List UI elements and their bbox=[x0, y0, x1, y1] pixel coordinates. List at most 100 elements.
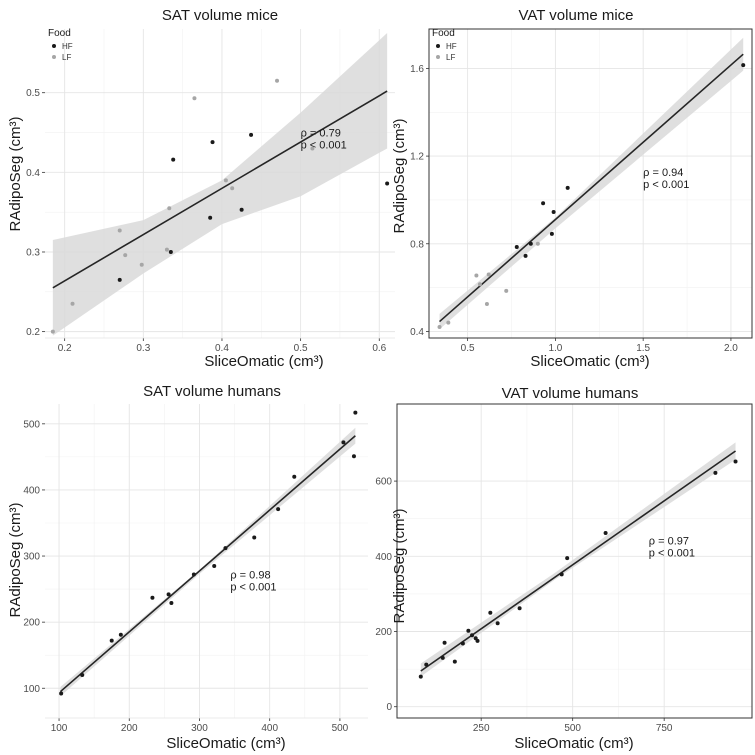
rho-annotation: ρ = 0.94 bbox=[643, 167, 683, 179]
point-lf bbox=[275, 78, 280, 83]
point-hf bbox=[212, 563, 217, 568]
point-hf bbox=[168, 249, 173, 254]
point-hf bbox=[442, 640, 447, 645]
legend-title: Food bbox=[432, 28, 455, 39]
x-tick-label: 0.5 bbox=[294, 343, 308, 354]
point-hf bbox=[440, 655, 445, 660]
p-annotation: p < 0.001 bbox=[230, 582, 276, 594]
point-hf bbox=[528, 241, 533, 246]
point-hf bbox=[514, 245, 519, 250]
point-lf bbox=[230, 186, 235, 191]
rho-annotation: ρ = 0.97 bbox=[649, 535, 689, 547]
y-tick-label: 400 bbox=[375, 552, 392, 563]
y-tick-label: 100 bbox=[23, 684, 40, 695]
y-tick-label: 200 bbox=[375, 627, 392, 638]
p-annotation: p < 0.001 bbox=[649, 547, 695, 559]
point-hf bbox=[208, 215, 213, 220]
x-tick-label: 750 bbox=[656, 723, 673, 734]
x-tick-label: 2.0 bbox=[724, 343, 738, 354]
point-hf bbox=[276, 507, 281, 512]
point-hf bbox=[475, 638, 480, 643]
point-hf bbox=[713, 470, 718, 475]
point-lf bbox=[164, 247, 169, 252]
rho-annotation: ρ = 0.79 bbox=[301, 128, 341, 140]
point-lf bbox=[123, 253, 128, 258]
x-axis-title: SliceOmatic (cm³) bbox=[530, 353, 649, 370]
point-hf bbox=[150, 595, 155, 600]
panel-sat-mice: SAT volume mice 0.2 0.3 0.4 0.5 0.6 0.2 0.3 0.4… bbox=[7, 7, 395, 370]
point-lf bbox=[477, 282, 482, 287]
plot-area: 0.2 0.3 0.4 0.5 0.6 0.2 0.3 0.4 0.5 ρ = 0.79p < 0… bbox=[26, 29, 395, 354]
x-tick-label: 500 bbox=[564, 723, 581, 734]
y-tick-label: 600 bbox=[375, 477, 392, 488]
x-tick-label: 1.0 bbox=[548, 343, 562, 354]
y-tick-label: 0.2 bbox=[26, 327, 40, 338]
x-tick-label: 0.6 bbox=[372, 343, 386, 354]
point-hf bbox=[80, 673, 85, 678]
x-tick-label: 0.5 bbox=[461, 343, 475, 354]
point-hf bbox=[733, 459, 738, 464]
x-tick-label: 1.5 bbox=[636, 343, 650, 354]
y-tick-label: 0.8 bbox=[410, 239, 424, 250]
x-tick-label: 500 bbox=[332, 723, 349, 734]
point-hf bbox=[223, 546, 228, 551]
panel-title: VAT volume humans bbox=[502, 385, 639, 402]
y-axis-title: RAdipoSeg (cm³) bbox=[391, 118, 408, 233]
confidence-band bbox=[420, 442, 736, 677]
y-tick-label: 500 bbox=[23, 419, 40, 430]
point-hf bbox=[470, 633, 475, 638]
y-tick-label: 0.4 bbox=[26, 168, 40, 179]
y-tick-label: 400 bbox=[23, 485, 40, 496]
point-hf bbox=[466, 628, 471, 633]
point-hf bbox=[460, 641, 465, 646]
panel-title: VAT volume mice bbox=[518, 7, 633, 24]
point-hf bbox=[541, 201, 546, 206]
y-axis-title: RAdipoSeg (cm³) bbox=[7, 116, 24, 231]
p-annotation: p < 0.001 bbox=[301, 140, 347, 152]
point-lf bbox=[70, 301, 75, 306]
point-hf bbox=[117, 277, 122, 282]
confidence-band bbox=[439, 37, 744, 330]
point-lf bbox=[484, 302, 489, 307]
point-lf bbox=[50, 329, 55, 334]
y-axis-title: RAdipoSeg (cm³) bbox=[7, 502, 24, 617]
regression-line bbox=[420, 450, 736, 672]
y-tick-label: 200 bbox=[23, 618, 40, 629]
point-lf bbox=[223, 178, 228, 183]
plot-area: 250 500 750 0 200 400 600 ρ = 0.97p < 0.001 bbox=[375, 403, 753, 734]
point-hf bbox=[341, 440, 346, 445]
confidence-band bbox=[60, 427, 356, 697]
confidence-band bbox=[52, 32, 388, 336]
y-tick-label: 1.6 bbox=[410, 64, 424, 75]
point-hf bbox=[118, 632, 123, 637]
y-tick-label: 1.2 bbox=[410, 152, 424, 163]
p-annotation: p < 0.001 bbox=[643, 179, 689, 191]
legend-lf-swatch bbox=[52, 55, 56, 59]
panel-vat-mice: VAT volume mice 0.5 1.0 1.5 2.0 0.4 0.8 1.2 1.6… bbox=[391, 7, 753, 370]
x-tick-label: 200 bbox=[121, 723, 138, 734]
y-tick-label: 0.3 bbox=[26, 247, 40, 258]
point-lf bbox=[504, 288, 509, 293]
point-hf bbox=[495, 621, 500, 626]
legend-hf-swatch bbox=[52, 44, 56, 48]
panel-frame bbox=[396, 403, 753, 719]
legend-hf-label: HF bbox=[446, 42, 457, 51]
point-hf bbox=[741, 63, 746, 68]
point-hf bbox=[523, 253, 528, 258]
plot-area: 0.5 1.0 1.5 2.0 0.4 0.8 1.2 1.6 ρ = 0.94p < 0.00… bbox=[410, 28, 753, 354]
point-hf bbox=[488, 610, 493, 615]
point-hf bbox=[565, 185, 570, 190]
point-hf bbox=[418, 674, 423, 679]
point-hf bbox=[292, 474, 297, 479]
legend-lf-swatch bbox=[436, 55, 440, 59]
point-hf bbox=[59, 691, 64, 696]
x-axis-title: SliceOmatic (cm³) bbox=[514, 735, 633, 752]
regression-line bbox=[59, 435, 356, 693]
point-hf bbox=[353, 410, 358, 415]
panel-sat-humans: SAT volume humans 100 200 300 400 500 100 200 3… bbox=[7, 383, 368, 752]
legend-hf-label: HF bbox=[62, 42, 73, 51]
point-hf bbox=[559, 572, 564, 577]
legend-title: Food bbox=[48, 28, 71, 39]
point-hf bbox=[351, 454, 356, 459]
